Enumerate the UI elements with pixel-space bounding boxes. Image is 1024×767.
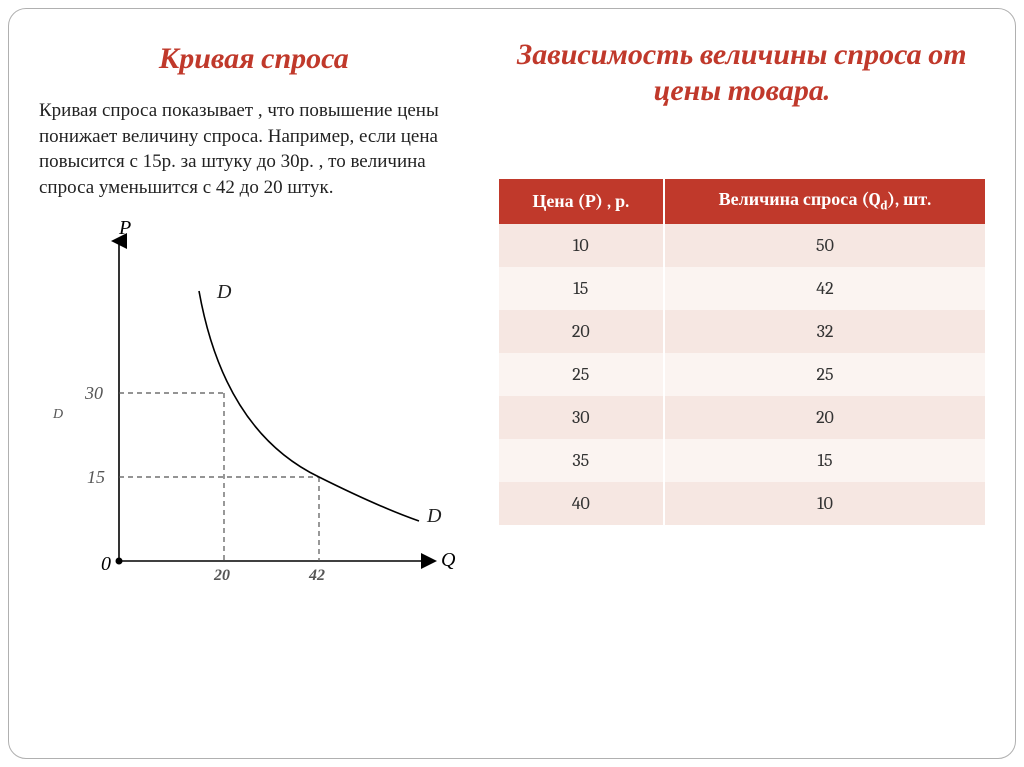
- right-column: Зависимость величины спроса от цены това…: [484, 27, 985, 738]
- cell-qty: 42: [664, 267, 985, 310]
- side-d-label: D: [53, 407, 63, 423]
- x-axis-label: Q: [441, 549, 455, 572]
- header-price: Цена (P) , р.: [499, 179, 664, 224]
- left-title: Кривая спроса: [39, 41, 469, 76]
- demand-chart: P Q 0 30 15 20 42 D D D: [49, 221, 479, 621]
- cell-price: 30: [499, 396, 664, 439]
- table-row: 2525: [499, 353, 985, 396]
- demand-curve: [199, 291, 419, 521]
- x-tick-20: 20: [214, 567, 230, 585]
- cell-price: 25: [499, 353, 664, 396]
- origin-dot: [116, 557, 123, 564]
- chart-svg: [49, 221, 479, 621]
- origin-label: 0: [101, 553, 111, 576]
- cell-qty: 10: [664, 482, 985, 525]
- y-tick-15: 15: [87, 467, 105, 488]
- cell-qty: 15: [664, 439, 985, 482]
- cell-price: 15: [499, 267, 664, 310]
- cell-qty: 32: [664, 310, 985, 353]
- columns: Кривая спроса Кривая спроса показывает ,…: [39, 27, 985, 738]
- left-paragraph: Кривая спроса показывает , что повышение…: [39, 98, 469, 201]
- left-column: Кривая спроса Кривая спроса показывает ,…: [39, 27, 484, 738]
- cell-qty: 25: [664, 353, 985, 396]
- x-tick-42: 42: [309, 567, 325, 585]
- cell-qty: 20: [664, 396, 985, 439]
- table-row: 4010: [499, 482, 985, 525]
- slide-frame: Кривая спроса Кривая спроса показывает ,…: [8, 8, 1016, 759]
- cell-qty: 50: [664, 224, 985, 267]
- table-header-row: Цена (P) , р. Величина спроса (Qd), шт.: [499, 179, 985, 224]
- table-row: 2032: [499, 310, 985, 353]
- right-title: Зависимость величины спроса от цены това…: [499, 37, 985, 109]
- cell-price: 10: [499, 224, 664, 267]
- y-axis-label: P: [119, 217, 131, 240]
- cell-price: 35: [499, 439, 664, 482]
- header-qty: Величина спроса (Qd), шт.: [664, 179, 985, 224]
- table-body: 1050154220322525302035154010: [499, 224, 985, 525]
- demand-table: Цена (P) , р. Величина спроса (Qd), шт. …: [499, 179, 985, 525]
- cell-price: 20: [499, 310, 664, 353]
- table-row: 3020: [499, 396, 985, 439]
- table-row: 3515: [499, 439, 985, 482]
- curve-label-bottom: D: [427, 505, 441, 528]
- curve-label-top: D: [217, 281, 231, 304]
- table-row: 1050: [499, 224, 985, 267]
- cell-price: 40: [499, 482, 664, 525]
- table-row: 1542: [499, 267, 985, 310]
- y-tick-30: 30: [85, 383, 103, 404]
